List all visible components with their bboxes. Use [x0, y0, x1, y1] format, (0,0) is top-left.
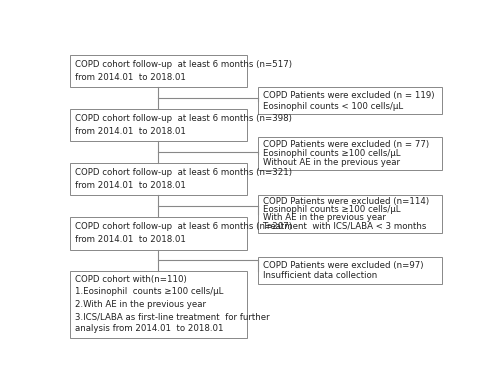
FancyBboxPatch shape	[70, 109, 246, 142]
Text: Insufficient data collection: Insufficient data collection	[263, 271, 377, 280]
Text: analysis from 2014.01  to 2018.01: analysis from 2014.01 to 2018.01	[75, 324, 224, 333]
Text: from 2014.01  to 2018.01: from 2014.01 to 2018.01	[75, 127, 186, 136]
FancyBboxPatch shape	[258, 87, 442, 114]
Text: 1.Eosinophil  counts ≥100 cells/μL: 1.Eosinophil counts ≥100 cells/μL	[75, 287, 224, 296]
Text: COPD cohort follow-up  at least 6 months (n=517): COPD cohort follow-up at least 6 months …	[75, 60, 292, 69]
Text: 3.ICS/LABA as first-line treatment  for further: 3.ICS/LABA as first-line treatment for f…	[75, 312, 270, 321]
FancyBboxPatch shape	[70, 163, 246, 195]
Text: Eosinophil counts < 100 cells/μL: Eosinophil counts < 100 cells/μL	[263, 102, 403, 111]
Text: COPD Patients were excluded (n = 77): COPD Patients were excluded (n = 77)	[263, 140, 429, 149]
Text: Without AE in the previous year: Without AE in the previous year	[263, 158, 400, 167]
Text: from 2014.01  to 2018.01: from 2014.01 to 2018.01	[75, 181, 186, 190]
Text: COPD cohort follow-up  at least 6 months (n=321): COPD cohort follow-up at least 6 months …	[75, 168, 292, 177]
Text: COPD cohort with(n=110): COPD cohort with(n=110)	[75, 275, 186, 284]
Text: from 2014.01  to 2018.01: from 2014.01 to 2018.01	[75, 73, 186, 82]
Text: With AE in the previous year: With AE in the previous year	[263, 213, 386, 222]
FancyBboxPatch shape	[70, 217, 246, 250]
Text: COPD Patients were excluded (n=114): COPD Patients were excluded (n=114)	[263, 197, 429, 206]
FancyBboxPatch shape	[258, 138, 442, 170]
Text: from 2014.01  to 2018.01: from 2014.01 to 2018.01	[75, 236, 186, 245]
Text: Eosinophil counts ≥100 cells/μL: Eosinophil counts ≥100 cells/μL	[263, 205, 400, 214]
Text: Treatment  with ICS/LABA < 3 months: Treatment with ICS/LABA < 3 months	[263, 222, 426, 230]
Text: 2.With AE in the previous year: 2.With AE in the previous year	[75, 300, 206, 309]
Text: COPD cohort follow-up  at least 6 months (n=398): COPD cohort follow-up at least 6 months …	[75, 114, 292, 123]
FancyBboxPatch shape	[258, 257, 442, 284]
Text: COPD Patients were excluded (n=97): COPD Patients were excluded (n=97)	[263, 261, 424, 270]
FancyBboxPatch shape	[70, 271, 246, 338]
Text: COPD cohort follow-up  at least 6 months (n=207): COPD cohort follow-up at least 6 months …	[75, 222, 292, 231]
FancyBboxPatch shape	[70, 55, 246, 87]
Text: Eosinophil counts ≥100 cells/μL: Eosinophil counts ≥100 cells/μL	[263, 149, 400, 158]
Text: COPD Patients were excluded (n = 119): COPD Patients were excluded (n = 119)	[263, 91, 434, 100]
FancyBboxPatch shape	[258, 195, 442, 233]
